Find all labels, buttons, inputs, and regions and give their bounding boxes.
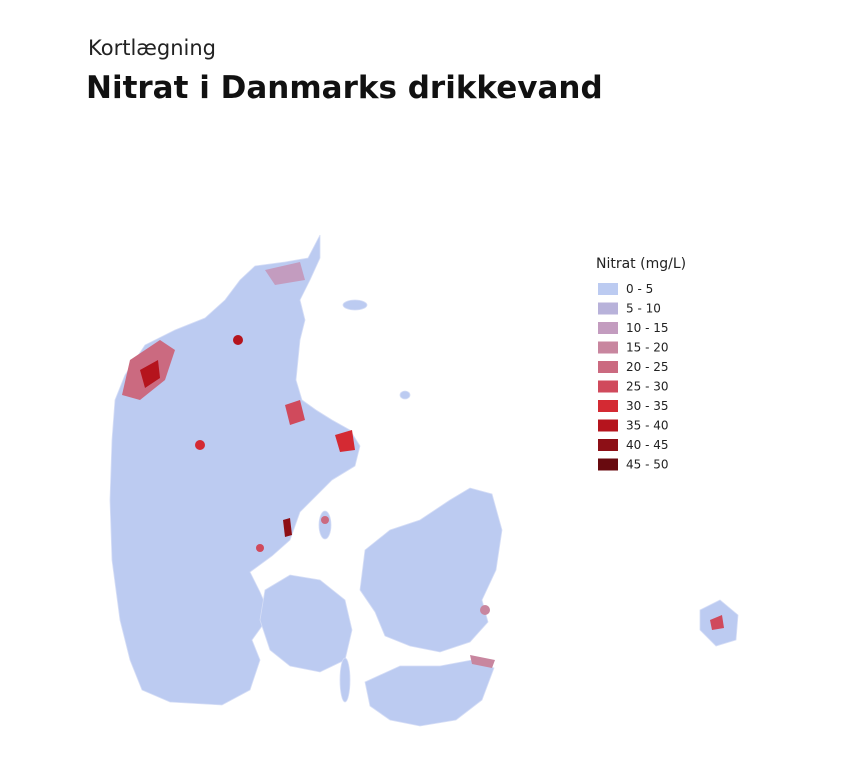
hotspot [283,518,292,537]
langeland [339,657,351,703]
legend-swatch [598,302,618,315]
legend-label: 10 - 15 [626,321,669,335]
hotspot [256,544,264,552]
anholt [399,390,411,400]
funen [259,574,353,673]
hotspot [195,440,205,450]
legend: Nitrat (mg/L) 0 - 5 5 - 10 10 - 15 15 - 20 2… [596,256,686,472]
legend-swatch [598,341,618,354]
legend-label: 15 - 20 [626,341,669,355]
samso [318,510,332,540]
legend-swatch [598,400,618,412]
legend-swatch [598,283,618,295]
hotspot [335,430,355,452]
hotspot [470,655,495,668]
lolland-falster [364,659,495,727]
hotspot [321,516,329,524]
legend-label: 20 - 25 [626,360,669,374]
hotspot [233,335,243,345]
hotspot [480,605,490,615]
legend-swatch [598,419,618,432]
legend-swatch [598,458,618,471]
legend-label: 40 - 45 [626,438,669,452]
title: Nitrat i Danmarks drikkevand [86,70,603,106]
zealand [359,487,503,653]
legend-label: 30 - 35 [626,399,669,413]
hotspot [140,360,160,388]
kicker: Kortlægning [88,36,217,60]
hotspot [265,262,305,285]
hotspot [710,615,724,630]
hotspots [122,262,724,668]
legend-label: 5 - 10 [626,302,661,316]
legend-label: 25 - 30 [626,380,669,394]
hotspot [285,400,305,425]
legend-title: Nitrat (mg/L) [596,256,686,272]
legend-label: 45 - 50 [626,458,669,472]
legend-label: 35 - 40 [626,419,669,433]
legend-swatch [598,322,618,334]
legend-swatch [598,361,618,373]
legend-swatch [598,439,618,451]
legend-label: 0 - 5 [626,282,653,296]
legend-swatch [598,380,618,393]
laeso [342,299,368,311]
